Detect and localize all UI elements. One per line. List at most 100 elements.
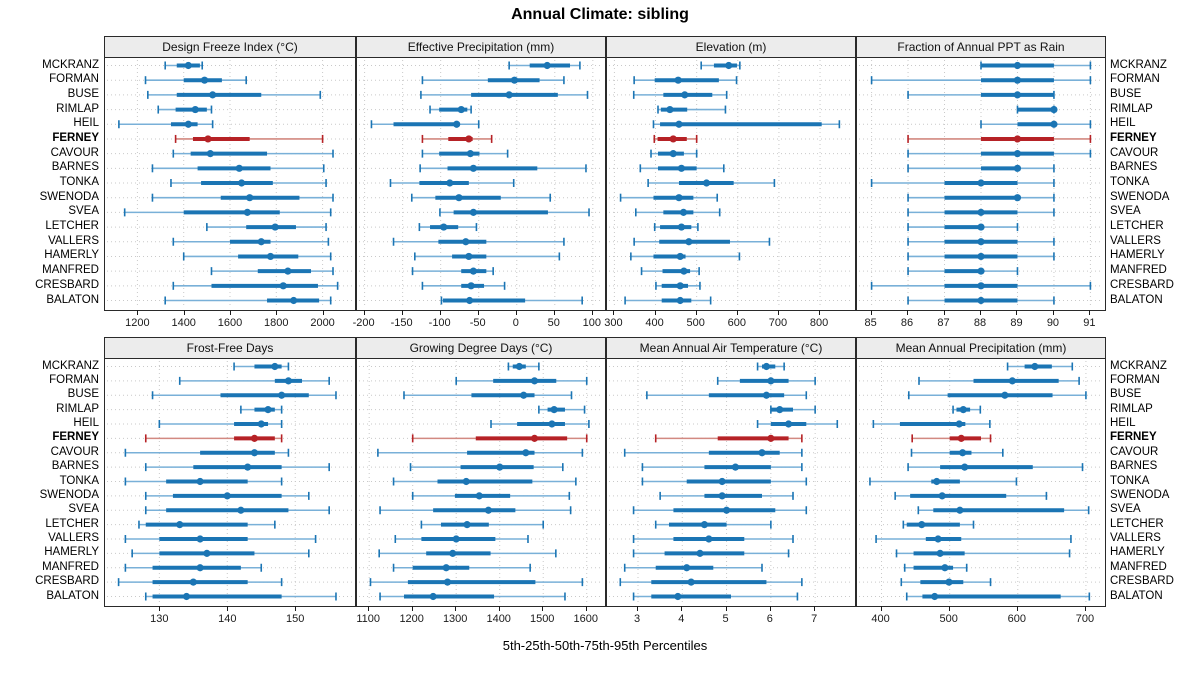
median-dot bbox=[429, 592, 437, 601]
median-dot bbox=[237, 506, 245, 514]
tick-mark bbox=[227, 606, 229, 611]
station-label-left: VALLERS bbox=[48, 532, 99, 544]
panel-strip-title: Fraction of Annual PPT as Rain bbox=[857, 37, 1105, 58]
median-dot bbox=[938, 492, 946, 500]
tick-label: 6 bbox=[766, 613, 773, 625]
tick-mark bbox=[870, 310, 872, 315]
median-dot bbox=[290, 296, 298, 305]
median-dot bbox=[465, 252, 473, 261]
station-label-left: HAMERLY bbox=[44, 546, 99, 559]
station-label-left: BALATON bbox=[46, 589, 99, 602]
tick-mark bbox=[363, 310, 365, 315]
tick-mark bbox=[439, 310, 441, 315]
tick-label: -150 bbox=[390, 317, 413, 329]
station-label-right: TONKA bbox=[1110, 474, 1150, 487]
tick-mark bbox=[591, 310, 593, 315]
median-dot bbox=[475, 492, 483, 500]
median-dot bbox=[465, 296, 474, 305]
station-label-left: BARNES bbox=[51, 460, 99, 473]
median-dot bbox=[776, 406, 784, 414]
station-label-right: HAMERLY bbox=[1110, 546, 1165, 559]
median-dot bbox=[1008, 377, 1016, 385]
median-dot bbox=[725, 61, 733, 70]
station-label-right: MANFRED bbox=[1110, 264, 1167, 277]
panel-strip-title: Growing Degree Days (°C) bbox=[357, 338, 605, 359]
median-dot bbox=[550, 406, 558, 414]
median-dot bbox=[683, 564, 691, 572]
tick-label: 87 bbox=[937, 317, 950, 329]
median-dot bbox=[484, 506, 492, 514]
median-dot bbox=[674, 592, 682, 601]
station-label-right: FORMAN bbox=[1110, 373, 1160, 386]
panel-strip-title: Design Freeze Index (°C) bbox=[105, 37, 355, 58]
median-dot bbox=[266, 252, 275, 261]
station-label-left: BUSE bbox=[67, 87, 99, 100]
tick-label: 150 bbox=[286, 613, 305, 625]
tick-mark bbox=[637, 606, 638, 611]
tick-label: 500 bbox=[686, 317, 705, 329]
median-dot bbox=[206, 150, 214, 158]
panel-canvas bbox=[859, 361, 1103, 604]
panel: Design Freeze Index (°C) bbox=[105, 37, 355, 310]
median-dot bbox=[959, 406, 967, 414]
median-dot bbox=[520, 391, 528, 399]
median-dot bbox=[284, 377, 293, 385]
station-label-right: MANFRED bbox=[1110, 560, 1167, 573]
station-label-left: VALLERS bbox=[48, 234, 99, 247]
median-dot bbox=[918, 521, 926, 529]
tick-mark bbox=[498, 606, 500, 611]
median-dot bbox=[465, 135, 473, 143]
median-dot bbox=[250, 449, 259, 457]
station-label-left: CAVOUR bbox=[50, 445, 99, 458]
median-dot bbox=[936, 549, 944, 557]
station-label-left: FORMAN bbox=[49, 73, 99, 86]
median-dot bbox=[762, 391, 771, 399]
median-dot bbox=[675, 194, 683, 202]
panel: Elevation (m) bbox=[605, 37, 855, 310]
median-dot bbox=[767, 434, 775, 442]
station-label-left: MCKRANZ bbox=[42, 58, 99, 71]
station-label-right: HEIL bbox=[1110, 117, 1136, 130]
tick-label: 0 bbox=[512, 317, 519, 329]
median-dot bbox=[469, 208, 477, 216]
median-dot bbox=[196, 535, 204, 543]
panel-canvas bbox=[107, 361, 353, 604]
median-dot bbox=[449, 549, 457, 557]
station-label-left: FORMAN bbox=[49, 373, 99, 386]
median-dot bbox=[250, 434, 259, 442]
tick-label: 800 bbox=[809, 317, 829, 329]
median-dot bbox=[705, 535, 713, 543]
tick-label: 700 bbox=[768, 317, 788, 329]
station-label-left: HAMERLY bbox=[44, 249, 99, 262]
median-dot bbox=[246, 194, 254, 202]
tick-mark bbox=[183, 310, 185, 315]
median-dot bbox=[184, 61, 192, 70]
tick-mark bbox=[1052, 310, 1054, 315]
tick-label: 5 bbox=[722, 613, 729, 625]
tick-mark bbox=[401, 310, 403, 315]
panel-strip-title: Mean Annual Air Temperature (°C) bbox=[607, 338, 855, 359]
station-label-right: BALATON bbox=[1110, 293, 1163, 306]
station-label-right: LETCHER bbox=[1110, 220, 1164, 233]
tick-label: 1600 bbox=[573, 613, 598, 625]
station-label-right: RIMLAP bbox=[1110, 102, 1153, 115]
median-dot bbox=[271, 223, 279, 231]
panel-strip-title: Frost-Free Days bbox=[105, 338, 355, 359]
panel: Mean Annual Precipitation (mm) bbox=[855, 338, 1105, 606]
median-dot bbox=[961, 463, 969, 471]
median-dot bbox=[446, 179, 454, 187]
tick-mark bbox=[814, 606, 816, 611]
median-dot bbox=[200, 76, 209, 84]
station-label-left: SWENODA bbox=[39, 190, 99, 203]
tick-mark bbox=[230, 310, 231, 315]
tick-label: 4 bbox=[678, 613, 685, 625]
station-label-right: VALLERS bbox=[1110, 234, 1161, 247]
tick-mark bbox=[880, 606, 882, 611]
median-dot bbox=[264, 406, 272, 414]
median-dot bbox=[931, 592, 939, 601]
station-label-left: LETCHER bbox=[45, 220, 99, 233]
median-dot bbox=[941, 564, 949, 572]
tick-label: 1200 bbox=[399, 613, 424, 625]
median-dot bbox=[1013, 91, 1022, 99]
